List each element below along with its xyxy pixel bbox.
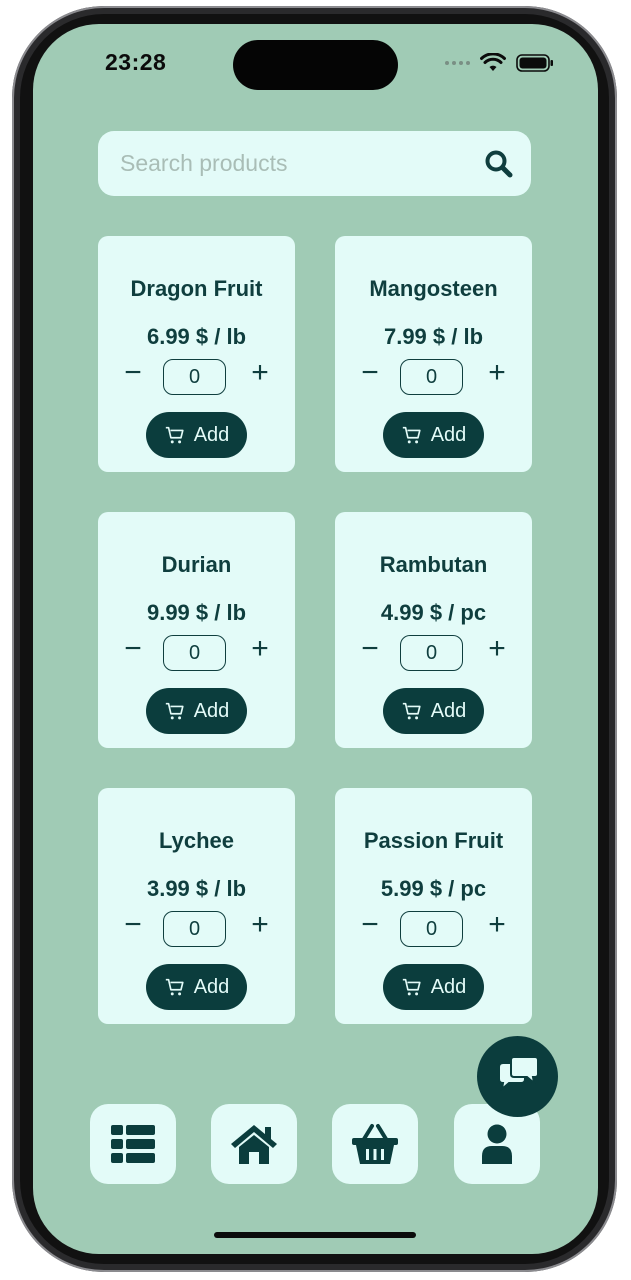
product-name: Passion Fruit: [363, 828, 504, 853]
quantity-field[interactable]: 0: [400, 635, 463, 671]
add-button-label: Add: [193, 699, 230, 722]
quantity-field[interactable]: 0: [163, 635, 226, 671]
chat-icon: [497, 1056, 539, 1092]
product-name: Rambutan: [379, 552, 488, 577]
list-icon: [111, 1125, 155, 1163]
add-button-label: Add: [430, 699, 467, 722]
nav-basket-button[interactable]: [332, 1104, 418, 1184]
cart-icon: [402, 702, 421, 720]
product-card: Rambutan 4.99 $ / pc − 0 + Add: [335, 512, 532, 748]
cart-icon: [165, 702, 184, 720]
product-price: 3.99 $ / lb: [146, 876, 247, 901]
quantity-field[interactable]: 0: [400, 911, 463, 947]
product-card: Lychee 3.99 $ / lb − 0 + Add: [98, 788, 295, 1024]
product-card: Dragon Fruit 6.99 $ / lb − 0 + Add: [98, 236, 295, 472]
add-to-cart-button[interactable]: Add: [383, 688, 484, 734]
add-to-cart-button[interactable]: Add: [146, 964, 247, 1010]
quantity-field[interactable]: 0: [163, 359, 226, 395]
status-time: 23:28: [105, 49, 167, 75]
add-button-label: Add: [430, 975, 467, 998]
product-price: 9.99 $ / lb: [146, 600, 247, 625]
quantity-field[interactable]: 0: [163, 911, 226, 947]
cart-icon: [165, 978, 184, 996]
battery-icon: [516, 54, 553, 72]
add-to-cart-button[interactable]: Add: [383, 412, 484, 458]
basket-icon: [352, 1124, 398, 1164]
add-to-cart-button[interactable]: Add: [146, 412, 247, 458]
add-to-cart-button[interactable]: Add: [146, 688, 247, 734]
product-card: Mangosteen 7.99 $ / lb − 0 + Add: [335, 236, 532, 472]
increase-button[interactable]: +: [251, 632, 269, 665]
decrease-button[interactable]: −: [124, 908, 142, 941]
nav-home-button[interactable]: [211, 1104, 297, 1184]
add-button-label: Add: [193, 423, 230, 446]
add-button-label: Add: [430, 423, 467, 446]
nav-list-button[interactable]: [90, 1104, 176, 1184]
cellular-signal-icon: [445, 61, 470, 65]
app-screen: 23:28 Search products Dragon Fruit 6.99 …: [33, 24, 598, 1254]
nav-profile-button[interactable]: [454, 1104, 540, 1184]
product-card: Durian 9.99 $ / lb − 0 + Add: [98, 512, 295, 748]
product-name: Durian: [161, 552, 232, 577]
user-icon: [482, 1124, 512, 1164]
search-icon[interactable]: [483, 148, 515, 180]
cart-icon: [165, 426, 184, 444]
increase-button[interactable]: +: [488, 632, 506, 665]
product-card: Passion Fruit 5.99 $ / pc − 0 + Add: [335, 788, 532, 1024]
decrease-button[interactable]: −: [361, 632, 379, 665]
home-indicator: [214, 1232, 416, 1238]
add-to-cart-button[interactable]: Add: [383, 964, 484, 1010]
wifi-icon: [480, 53, 506, 71]
search-bar[interactable]: Search products: [98, 131, 531, 196]
product-price: 4.99 $ / pc: [380, 600, 487, 625]
increase-button[interactable]: +: [488, 356, 506, 389]
product-price: 5.99 $ / pc: [380, 876, 487, 901]
product-price: 7.99 $ / lb: [383, 324, 484, 349]
product-price: 6.99 $ / lb: [146, 324, 247, 349]
cart-icon: [402, 426, 421, 444]
status-icons: [445, 52, 554, 74]
decrease-button[interactable]: −: [124, 632, 142, 665]
search-input[interactable]: Search products: [120, 150, 288, 176]
product-name: Lychee: [158, 828, 234, 853]
increase-button[interactable]: +: [251, 908, 269, 941]
decrease-button[interactable]: −: [361, 908, 379, 941]
add-button-label: Add: [193, 975, 230, 998]
cart-icon: [402, 978, 421, 996]
chat-button[interactable]: [477, 1036, 558, 1117]
quantity-field[interactable]: 0: [400, 359, 463, 395]
product-name: Dragon Fruit: [130, 276, 263, 301]
increase-button[interactable]: +: [488, 908, 506, 941]
decrease-button[interactable]: −: [124, 356, 142, 389]
decrease-button[interactable]: −: [361, 356, 379, 389]
increase-button[interactable]: +: [251, 356, 269, 389]
home-icon: [231, 1125, 277, 1164]
dynamic-island: [233, 40, 398, 90]
product-name: Mangosteen: [369, 276, 498, 301]
